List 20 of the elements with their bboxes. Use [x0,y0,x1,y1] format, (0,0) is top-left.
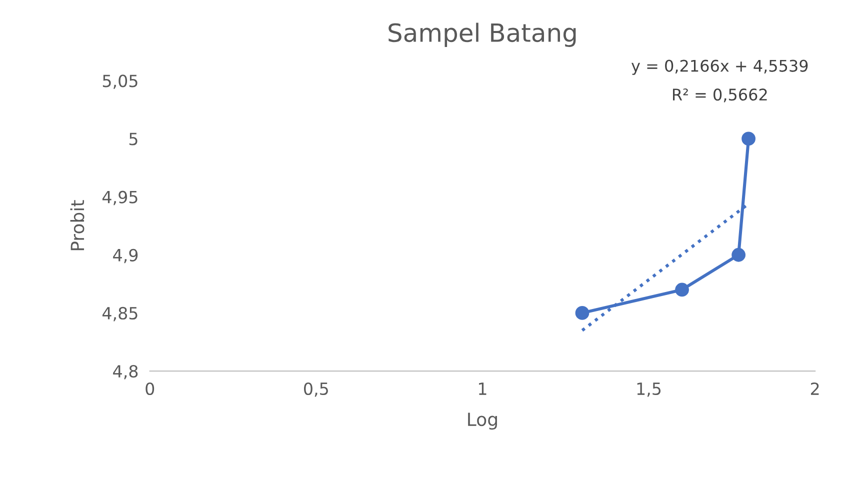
x-tick-label: 1,5 [637,382,661,397]
y-tick-label: 4,85 [102,306,138,322]
x-tick-label: 1 [478,382,486,395]
y-tick-label: 4,8 [113,365,138,380]
y-tick-label: 4,95 [102,190,138,206]
y-tick-label: 5 [129,132,138,146]
x-tick-label: 0,5 [304,382,328,397]
x-tick-label: 0 [146,382,154,396]
y-tick-label: 5,05 [102,74,138,89]
point [742,132,756,146]
x-axis-title: Log [468,412,497,430]
y-axis-title: Probit [70,200,84,250]
point [575,306,590,320]
y-tick-label: 4,9 [113,248,138,264]
text: y = 0,2166x + 4,5539 [632,60,808,75]
point [675,282,689,297]
chart-title: Sampel Batang [388,22,576,47]
point [732,248,746,262]
x-tick-label: 2 [810,382,819,395]
annotation: R² = 0,5662 [673,88,767,102]
